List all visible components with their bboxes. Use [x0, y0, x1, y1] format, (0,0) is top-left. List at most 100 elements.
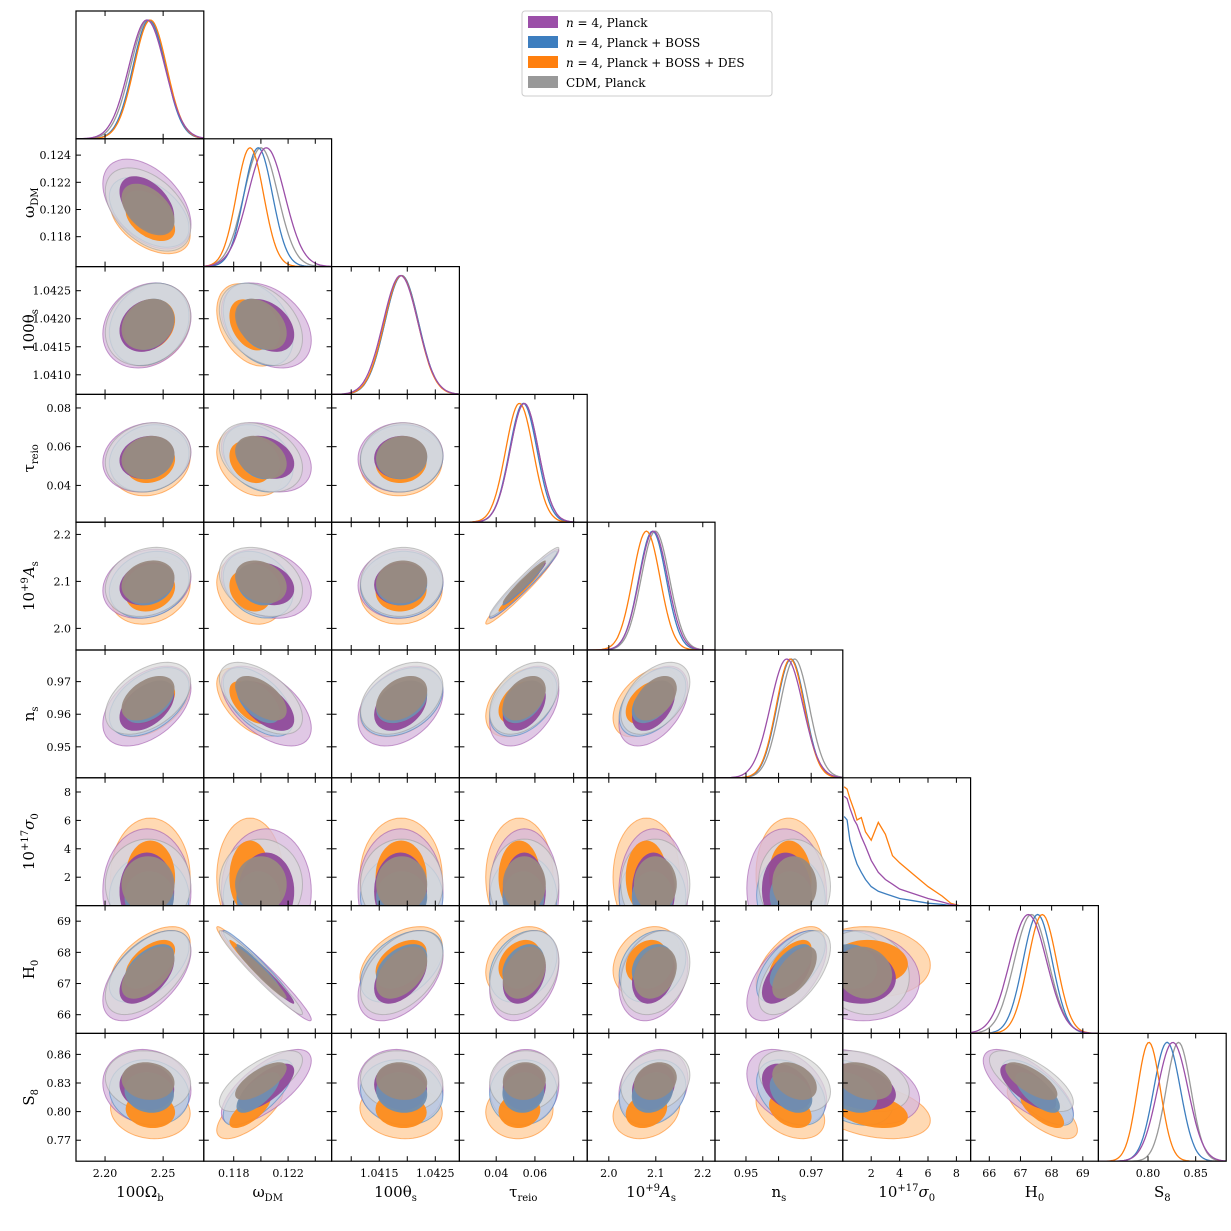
y-tick-label: 1.0420	[33, 313, 72, 326]
pdf-curve	[203, 146, 332, 267]
legend-label: = 4, Planck + BOSS + DES	[574, 56, 745, 70]
panel-H0-vs-As	[586, 904, 716, 1034]
contour-68	[502, 676, 546, 721]
panel-H0-vs-theta_s	[331, 904, 461, 1034]
legend-label: = 4, Planck + BOSS	[574, 36, 701, 50]
y-tick-label: 68	[57, 946, 71, 959]
contour-68	[376, 856, 428, 906]
pdf-curve	[76, 19, 204, 139]
pdf-curve	[459, 402, 588, 523]
pdf-curve	[331, 274, 460, 395]
contour-68	[376, 946, 428, 999]
x-axis-label: ns	[771, 1183, 786, 1204]
legend-swatch	[528, 16, 558, 28]
legend-swatch	[528, 36, 558, 48]
legend-swatch	[528, 76, 558, 88]
y-tick-label: 2	[64, 871, 71, 884]
panel-ns-vs-omega_dm	[203, 649, 333, 779]
panel-omega_dm-vs-omega_b	[75, 138, 205, 268]
y-tick-label: 69	[57, 915, 71, 928]
contour-68	[376, 676, 428, 721]
x-tick-label: 2.0	[600, 1167, 618, 1180]
panel-S8-vs-sigma0	[842, 1032, 972, 1162]
contour-68	[235, 946, 287, 999]
contour-68	[633, 856, 677, 906]
panel-sigma0-vs-As	[586, 777, 716, 907]
panel-H0-vs-tau_reio	[458, 904, 588, 1034]
legend-label-main: n	[566, 56, 574, 70]
x-axis-label: S8	[1154, 1183, 1171, 1204]
legend-entry: n = 4, Planck	[528, 16, 648, 30]
panel-As-vs-omega_b	[75, 521, 205, 651]
legend: n = 4, Planck n = 4, Planck + BOSS n = 4…	[521, 10, 773, 97]
legend-entry: CDM, Planck	[528, 76, 646, 90]
pdf-curve	[459, 402, 588, 523]
contour-68	[376, 560, 428, 604]
panel-H0-vs-omega_dm	[203, 904, 333, 1034]
panel-As-vs-tau_reio	[458, 521, 588, 651]
y-tick-label: 67	[57, 978, 71, 991]
y-tick-label: 0.97	[47, 676, 72, 689]
y-tick-label: 0.06	[47, 441, 72, 454]
x-tick-label: 2.1	[647, 1167, 665, 1180]
panel-H0-vs-ns	[714, 904, 844, 1034]
x-tick-label: 2.2	[694, 1167, 712, 1180]
contour-68	[235, 1062, 287, 1100]
y-tick-label: 0.120	[40, 203, 72, 216]
contour-68	[1005, 1062, 1058, 1100]
x-tick-label: 4	[896, 1167, 903, 1180]
panel-frame	[1097, 1032, 1227, 1162]
x-tick-label: 0.97	[799, 1167, 824, 1180]
pdf-curve	[843, 795, 960, 906]
contour-68	[842, 1062, 893, 1100]
pdf-curve	[459, 402, 588, 523]
legend-label: CDM, Planck	[566, 76, 646, 90]
contour-68	[121, 676, 175, 721]
pdf-curve	[331, 274, 460, 395]
x-tick-label: 69	[1076, 1167, 1090, 1180]
contour-68	[502, 1062, 546, 1100]
pdf-curve	[843, 786, 960, 906]
pdf-curve	[587, 530, 715, 651]
pdf-curve	[587, 530, 715, 651]
x-tick-label: 0.04	[484, 1167, 509, 1180]
x-tick-label: 0.95	[734, 1167, 759, 1180]
panel-frame	[842, 777, 972, 907]
contour-68	[842, 946, 893, 999]
panel-omega_b-vs-omega_b	[75, 10, 205, 140]
y-tick-label: 2.0	[54, 622, 72, 635]
contour-68	[376, 435, 428, 479]
x-tick-label: 67	[1013, 1167, 1027, 1180]
y-tick-label: 0.118	[40, 231, 72, 244]
svg-text:CDM, Planck: CDM, Planck	[566, 76, 646, 90]
pdf-curve	[203, 147, 332, 267]
x-tick-label: 68	[1045, 1167, 1059, 1180]
x-tick-label: 0.80	[1136, 1167, 1161, 1180]
pdf-curve	[203, 147, 332, 267]
legend-label: = 4, Planck	[574, 16, 648, 30]
panel-sigma0-vs-omega_dm	[203, 777, 333, 907]
legend-entry: n = 4, Planck + BOSS + DES	[528, 56, 745, 70]
panel-frame	[969, 904, 1099, 1034]
y-tick-label: 66	[57, 1009, 71, 1022]
svg-text:n = 4, Planck + BOSS + DES: n = 4, Planck + BOSS + DES	[566, 56, 745, 70]
panel-S8-vs-S8	[1097, 1032, 1227, 1162]
contour-68	[235, 435, 287, 479]
x-axis-label: ωDM	[252, 1183, 283, 1204]
y-tick-label: 0.04	[47, 479, 72, 492]
panel-sigma0-vs-tau_reio	[458, 777, 588, 907]
contour-68	[633, 946, 677, 999]
contour-68	[772, 1062, 817, 1100]
x-axis-label: H0	[1025, 1183, 1044, 1204]
legend-frame	[521, 10, 773, 97]
panel-sigma0-vs-theta_s	[331, 777, 461, 907]
panel-As-vs-As	[586, 521, 716, 651]
panel-theta_s-vs-theta_s	[331, 266, 461, 396]
pdf-curve	[1098, 1041, 1227, 1162]
y-tick-label: 0.122	[40, 176, 72, 189]
panel-H0-vs-H0	[969, 904, 1099, 1034]
pdf-curve	[970, 913, 1099, 1034]
pdf-curve	[331, 275, 460, 395]
contour-68	[121, 856, 175, 906]
